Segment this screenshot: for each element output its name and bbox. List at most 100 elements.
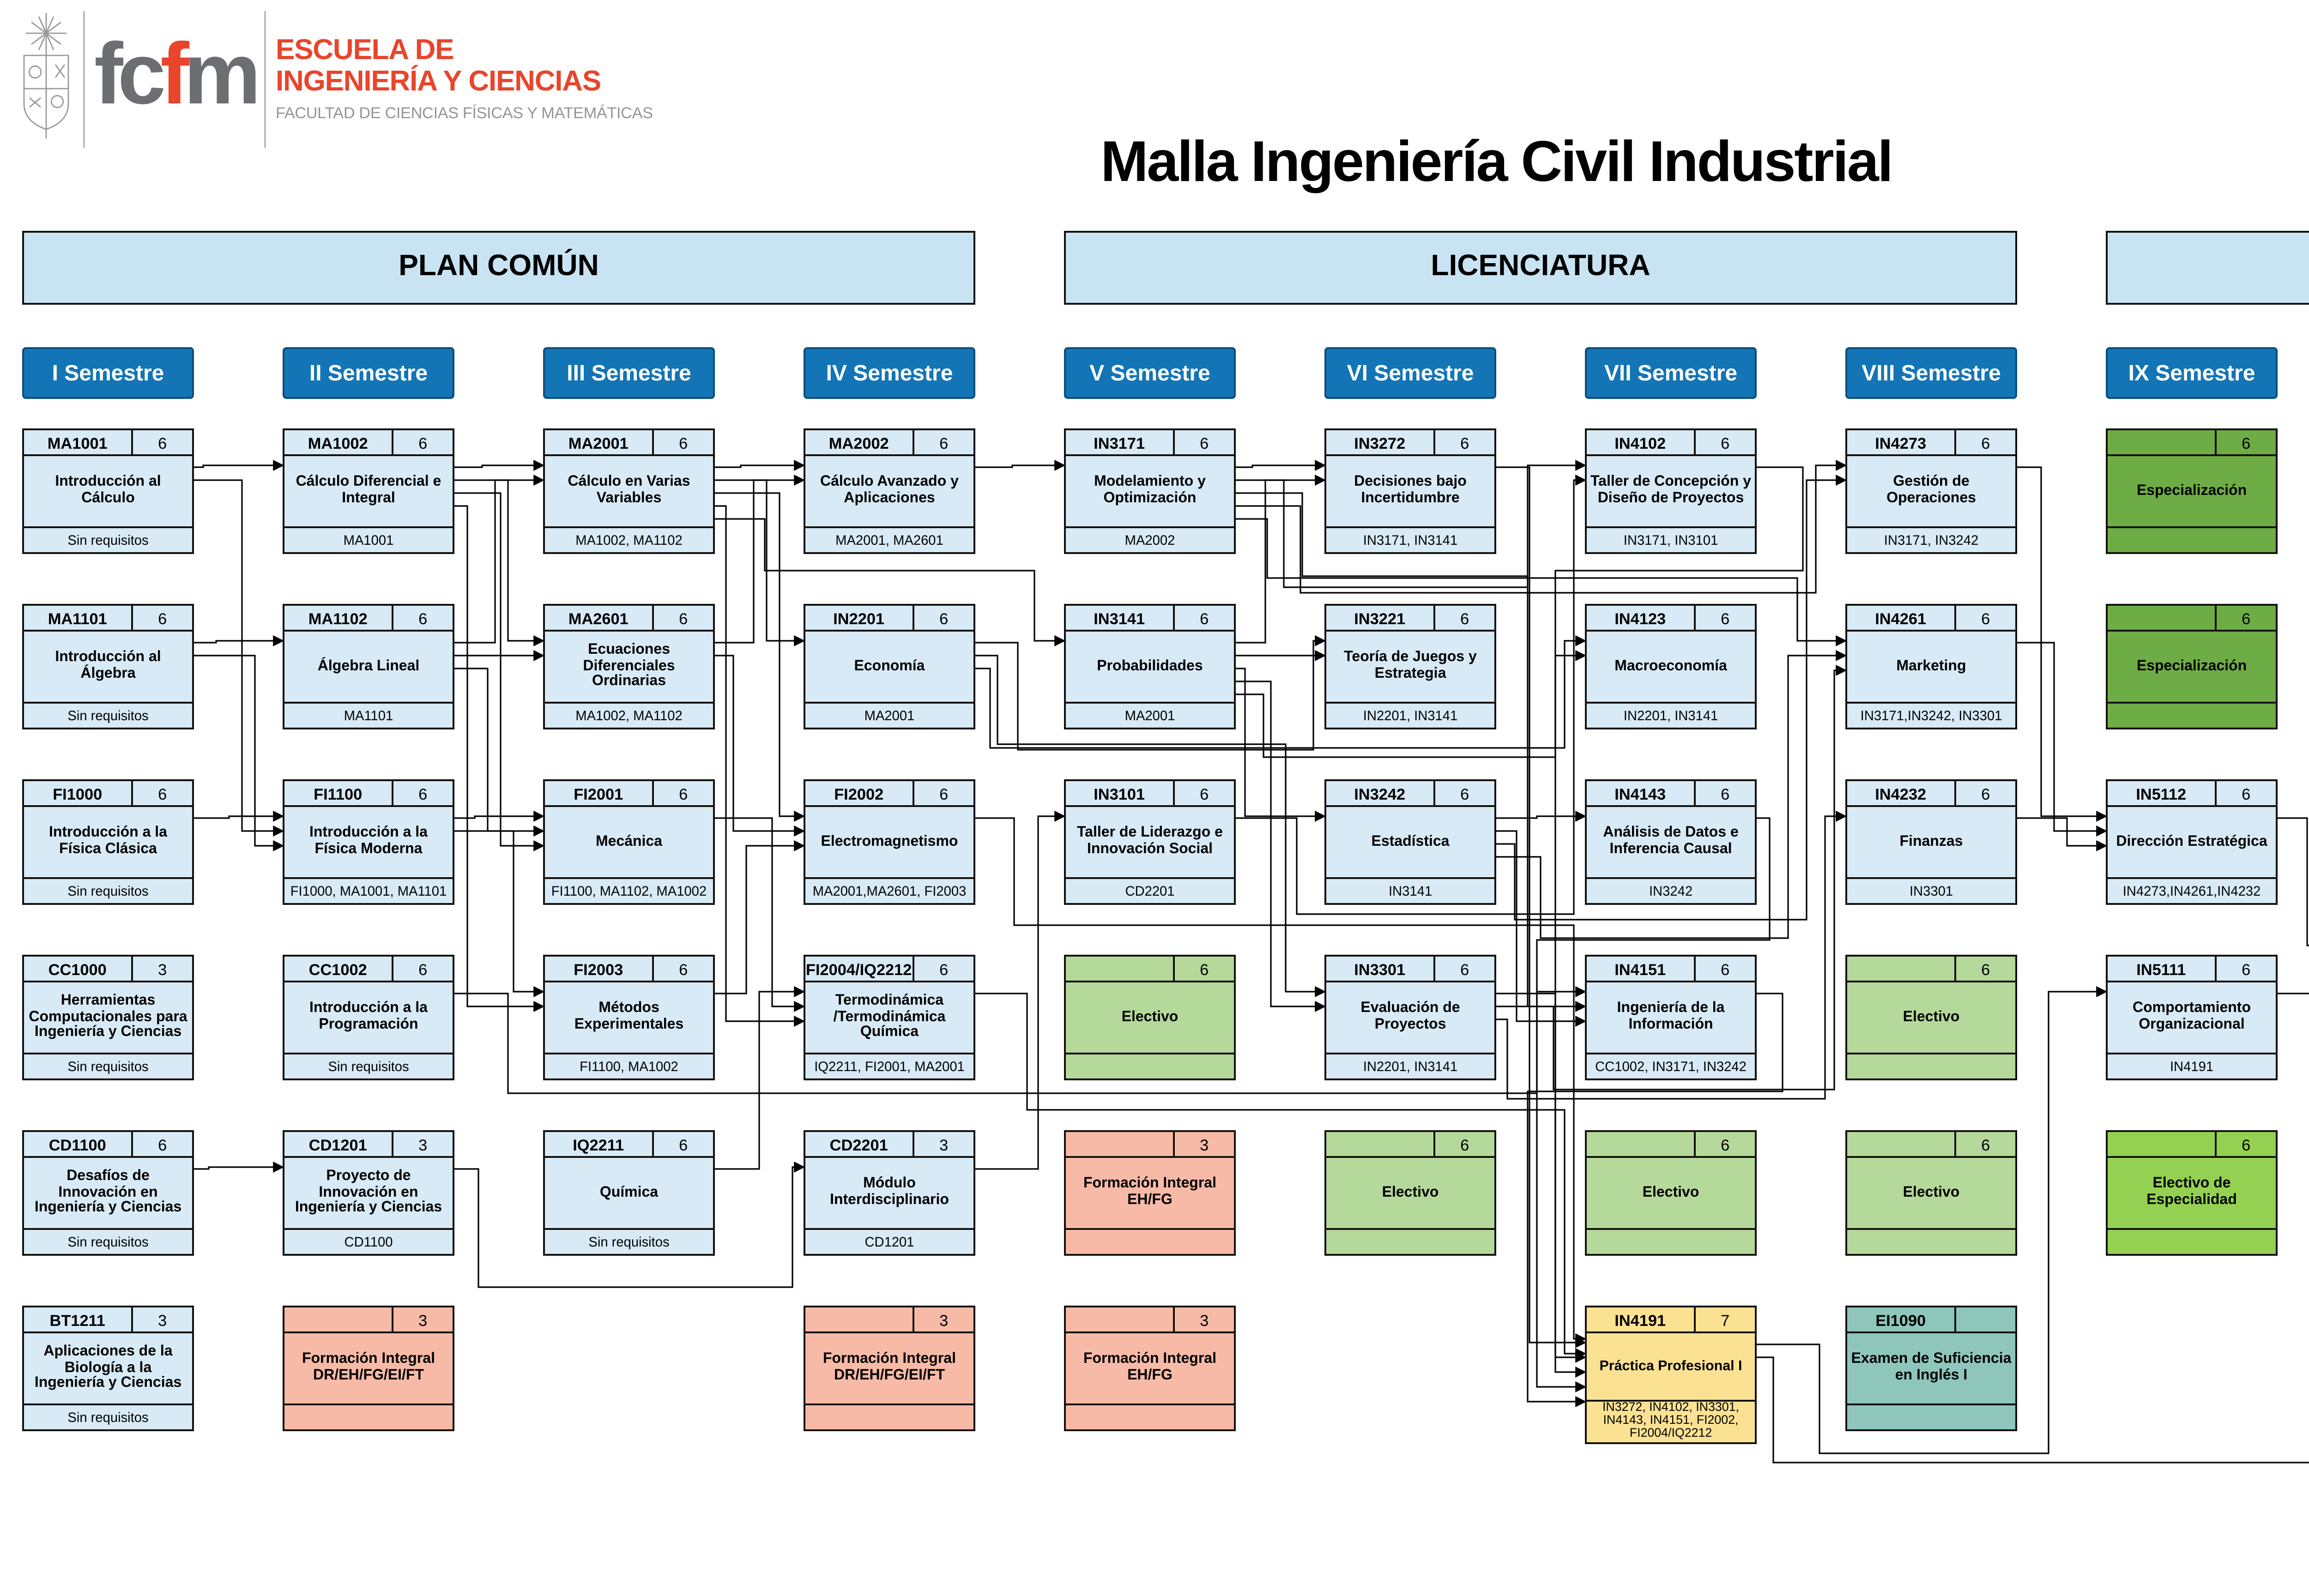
course-code: IN3221 (1354, 608, 1406, 627)
course-name: Termodinámica /Termodinámica Química (833, 991, 946, 1041)
semester-header-7: VII Semestre (1585, 347, 1757, 399)
prereq-edge-MA1002-to-FI2001 (454, 492, 545, 851)
course-req: IQ2211, FI2001, MA2001 (805, 1053, 973, 1078)
course-name: Electivo (1642, 1183, 1699, 1200)
course-name: Introducción a la Física Clásica (48, 824, 167, 857)
section-licenciatura: LICENCIATURA (1064, 231, 2017, 305)
course-code (1066, 1132, 1173, 1156)
course-box-IN3242: IN3242 6 Estadística IN3141 (1324, 779, 1496, 905)
course-credits: 7 (1693, 1307, 1755, 1331)
prereq-edge-MA2001-to-FI2002 (715, 492, 805, 822)
course-box-IN4102: IN4102 6 Taller de Concepción y Diseño de … (1585, 428, 1757, 554)
course-name: Análisis de Datos e Inferencia Causal (1603, 824, 1739, 857)
course-req (1066, 1403, 1234, 1429)
course-credits: 6 (391, 957, 453, 981)
course-req: MA2002 (1066, 526, 1234, 552)
course-req: IN3171,IN3242, IN3301 (1847, 702, 2015, 728)
course-credits: 6 (1173, 606, 1234, 630)
course-req: IN2201, IN3141 (1326, 1053, 1494, 1078)
course-code (2108, 606, 2214, 630)
course-name: Taller de Liderazgo e Innovación Social (1077, 824, 1223, 857)
course-req: Sin requisitos (24, 1228, 192, 1254)
prereq-edge-FI1100-to-FI2001 (454, 811, 545, 822)
course-req (1847, 1228, 2015, 1254)
course-box-IN5112: IN5112 6 Dirección Estratégica IN4273,IN426… (2106, 779, 2278, 905)
course-credits: 6 (131, 1132, 192, 1156)
semester-header-3: III Semestre (543, 347, 715, 399)
course-box-electivo-7-5: 6 Electivo (1585, 1130, 1757, 1256)
course-box-CD1100: CD1100 6 Desafíos de Innovación en Ingenie… (22, 1130, 194, 1256)
course-req: CD1201 (805, 1228, 973, 1254)
course-credits: 6 (1954, 1132, 2015, 1156)
course-code: IN4102 (1614, 433, 1666, 452)
semester-header-5: V Semestre (1064, 347, 1236, 399)
course-req: IN3242 (1587, 877, 1755, 903)
course-code (1587, 1132, 1693, 1156)
course-name: Macroeconomía (1614, 656, 1727, 674)
course-code: IN5111 (2136, 959, 2186, 978)
course-code: IN4123 (1614, 608, 1666, 627)
course-req: MA1001 (284, 526, 453, 552)
prereq-edge-FI1000-to-FI1100 (194, 811, 284, 822)
prereq-edge-MA1101-to-FI1100 (194, 655, 284, 851)
prereq-edge-IN3301-to-IN4261 (1496, 665, 1847, 1090)
course-req: MA1101 (284, 702, 453, 728)
course-code: MA1002 (308, 433, 368, 452)
brand-divider (83, 11, 85, 148)
course-box-MA1102: MA1102 6 Álgebra Lineal MA1101 (283, 604, 454, 729)
page-title: Malla Ingeniería Civil Industrial (1100, 129, 1893, 194)
course-code: IN4261 (1875, 608, 1927, 627)
course-code: FI2001 (574, 784, 623, 802)
course-name: Introducción a la Programación (309, 999, 428, 1032)
course-code: MA2001 (568, 433, 629, 452)
prereq-edge-MA1002-to-MA2001 (454, 460, 545, 471)
course-req: IN4273,IN4261,IN4232 (2108, 877, 2276, 903)
semester-header-2: II Semestre (283, 347, 454, 399)
course-code: IN3141 (1094, 608, 1145, 627)
semester-header-9: IX Semestre (2106, 347, 2278, 399)
prereq-edge-IN3101-to-IN4102 (1236, 475, 1587, 915)
course-box-CD2201: CD2201 3 Módulo Interdisciplinario CD1201 (804, 1130, 975, 1256)
course-req: Sin requisitos (24, 526, 192, 552)
course-code: MA1101 (48, 608, 107, 627)
course-code: IN4151 (1614, 959, 1666, 978)
prereq-edge-IN5111-to-IN6192 (2278, 993, 2309, 994)
course-req: MA2001 (805, 702, 973, 728)
course-code: CD2201 (829, 1135, 888, 1153)
course-credits: 6 (1954, 430, 2015, 454)
course-req (284, 1403, 453, 1429)
prereq-edge-MA1102-to-MA2001 (454, 475, 545, 644)
course-code: IN3101 (1094, 784, 1145, 802)
prereq-edge-MA2601-to-FI2002 (715, 655, 805, 837)
course-box-CC1000: CC1000 3 Herramientas Computacionales para… (22, 955, 194, 1080)
prereq-edge-IN4191-to-IN6192 (1757, 1356, 2309, 1464)
course-credits: 6 (1693, 606, 1755, 630)
course-box-FI1000: FI1000 6 Introducción a la Física Clásica S… (22, 779, 194, 905)
semester-header-6: VI Semestre (1324, 347, 1496, 399)
course-code: IN3171 (1094, 433, 1145, 452)
prereq-edge-MA2001-to-MA2002 (715, 460, 805, 471)
course-req (2108, 1228, 2276, 1254)
course-code: CD1100 (48, 1135, 106, 1153)
course-req: IN3171, IN3101 (1587, 526, 1755, 552)
prereq-edge-MA1002-to-FI2003 (454, 505, 545, 1012)
prereq-edge-IN2201-to-IN3301 (975, 655, 1326, 997)
course-req (1326, 1228, 1494, 1254)
course-box-FI2004/IQ2212: FI2004/IQ2212 6 Termodinámica /Termodinámi… (804, 955, 975, 1080)
course-name: Electromagnetismo (821, 832, 958, 849)
prereq-edge-CC1002-to-IN4151 (454, 986, 1587, 1094)
course-req: MA2001, MA2601 (805, 526, 973, 552)
prereq-edge-IN3171-to-IN4261 (1236, 518, 1847, 646)
course-name: Especialización (2136, 481, 2247, 498)
course-code (1066, 1307, 1173, 1331)
course-box-FI2002: FI2002 6 Electromagnetismo MA2001,MA2601, F… (804, 779, 975, 905)
course-req: MA1002, MA1102 (545, 702, 713, 728)
course-credits: 6 (131, 781, 192, 805)
course-name: Economía (854, 656, 925, 674)
course-req: CD1100 (284, 1228, 453, 1254)
course-box-IN3221: IN3221 6 Teoría de Juegos y Estrategia IN22… (1324, 604, 1496, 729)
course-box-IN4191: IN4191 7 Práctica Profesional I IN3272, IN4… (1585, 1306, 1757, 1444)
prereq-edge-IN5112-to-IN6192 (2278, 817, 2309, 946)
prereq-edge-IN3171-to-IN4102 (1236, 460, 1587, 588)
